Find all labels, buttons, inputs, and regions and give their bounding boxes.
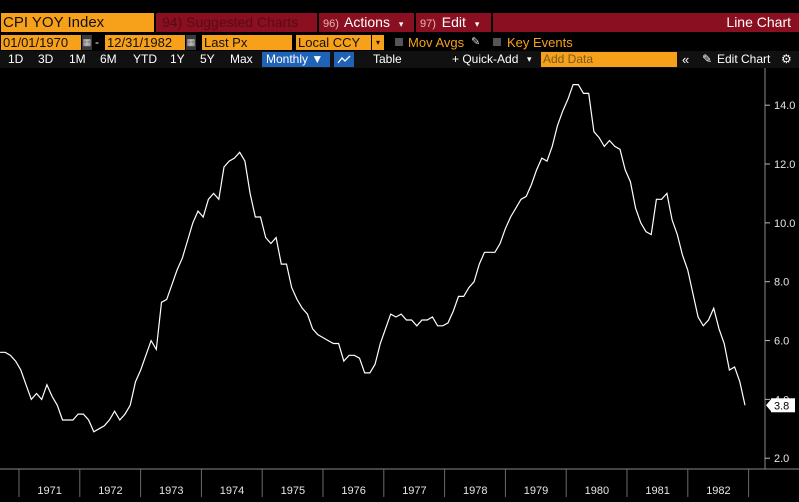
actions-label: Actions — [344, 14, 390, 30]
last-value-pointer — [766, 399, 771, 412]
line-chart-icon[interactable] — [334, 52, 354, 67]
suggested-charts-label: Suggested Charts — [186, 14, 299, 30]
quick-add-button[interactable]: + Quick-Add — [452, 52, 519, 66]
period-select[interactable]: Monthly ▼ — [262, 52, 330, 67]
x-tick-label: 1972 — [98, 485, 122, 497]
edit-number: 97) — [420, 18, 436, 30]
x-tick-label: 1971 — [37, 485, 61, 497]
chevron-down-icon: ▾ — [398, 19, 404, 29]
mov-avgs-checkbox[interactable] — [395, 38, 403, 46]
y-tick-label: 8.0 — [774, 277, 789, 289]
x-tick-label: 1982 — [706, 485, 730, 497]
last-value-box — [771, 398, 795, 413]
chevron-down-icon[interactable]: ▾ — [527, 54, 532, 64]
edit-label: Edit — [441, 14, 466, 30]
mov-avgs-label[interactable]: Mov Avgs — [408, 35, 465, 50]
edit-chart-button[interactable]: Edit Chart — [717, 52, 771, 66]
suggested-charts-number: 94) — [162, 14, 183, 30]
range-toolbar: 1D 3D 1M 6M YTD 1Y 5Y Max Monthly ▼ Tabl… — [0, 51, 799, 68]
x-tick-label: 1974 — [220, 485, 244, 497]
table-button[interactable]: Table — [373, 52, 402, 66]
range-ytd-button[interactable]: YTD — [133, 52, 157, 66]
chart-type-title: Line Chart — [493, 13, 799, 32]
currency-select[interactable]: Local CCY — [296, 35, 371, 50]
price-field-select[interactable]: Last Px — [202, 35, 292, 50]
calendar-icon[interactable]: ▦ — [186, 35, 196, 50]
x-tick-label: 1973 — [159, 485, 183, 497]
y-tick-label: 2.0 — [774, 453, 789, 465]
x-tick-label: 1978 — [463, 485, 487, 497]
actions-number: 96) — [323, 18, 339, 30]
chart-area: 2.04.06.08.010.012.014.01971197219731974… — [0, 68, 799, 497]
x-tick-label: 1981 — [645, 485, 669, 497]
collapse-double-chevron-icon[interactable]: « — [682, 52, 690, 67]
gear-icon[interactable]: ⚙ — [781, 52, 792, 66]
chevron-down-icon[interactable]: ▾ — [372, 35, 384, 50]
end-date-field[interactable]: 12/31/1982 — [105, 35, 185, 50]
title-toolbar: CPI YOY Index 94) Suggested Charts 96) A… — [0, 0, 799, 33]
calendar-icon[interactable]: ▦ — [82, 35, 92, 50]
y-tick-label: 12.0 — [774, 159, 795, 171]
range-1m-button[interactable]: 1M — [69, 52, 86, 66]
range-max-button[interactable]: Max — [230, 52, 253, 66]
pencil-icon: ✎ — [702, 52, 713, 66]
add-data-input[interactable]: Add Data — [541, 52, 677, 67]
cpi-line-chart: 2.04.06.08.010.012.014.01971197219731974… — [0, 68, 799, 497]
range-1d-button[interactable]: 1D — [8, 52, 24, 66]
x-tick-label: 1976 — [341, 485, 365, 497]
actions-menu-button[interactable]: 96) Actions ▾ — [319, 13, 414, 32]
key-events-checkbox[interactable] — [493, 38, 501, 46]
x-tick-label: 1975 — [281, 485, 305, 497]
cpi-yoy-series-line — [0, 84, 746, 433]
x-tick-label: 1979 — [524, 485, 548, 497]
start-date-field[interactable]: 01/01/1970 — [1, 35, 81, 50]
edit-menu-button[interactable]: 97) Edit ▾ — [416, 13, 491, 32]
pencil-icon[interactable]: ✎ — [471, 36, 481, 48]
x-tick-label: 1977 — [402, 485, 426, 497]
suggested-charts-button[interactable]: 94) Suggested Charts — [156, 13, 317, 32]
y-tick-label: 6.0 — [774, 336, 789, 348]
y-tick-label: 10.0 — [774, 218, 795, 230]
y-tick-label: 14.0 — [774, 100, 795, 112]
range-6m-button[interactable]: 6M — [100, 52, 117, 66]
key-events-label[interactable]: Key Events — [507, 35, 573, 50]
x-tick-label: 1980 — [585, 485, 609, 497]
parameter-toolbar: 01/01/1970 ▦ - 12/31/1982 ▦ Last Px Loca… — [0, 34, 799, 51]
range-3d-button[interactable]: 3D — [38, 52, 54, 66]
date-separator: - — [95, 35, 99, 49]
range-5y-button[interactable]: 5Y — [200, 52, 215, 66]
last-value-label: 3.8 — [774, 400, 789, 412]
chevron-down-icon: ▾ — [474, 19, 480, 29]
ticker-field[interactable]: CPI YOY Index — [1, 13, 154, 32]
range-1y-button[interactable]: 1Y — [170, 52, 185, 66]
